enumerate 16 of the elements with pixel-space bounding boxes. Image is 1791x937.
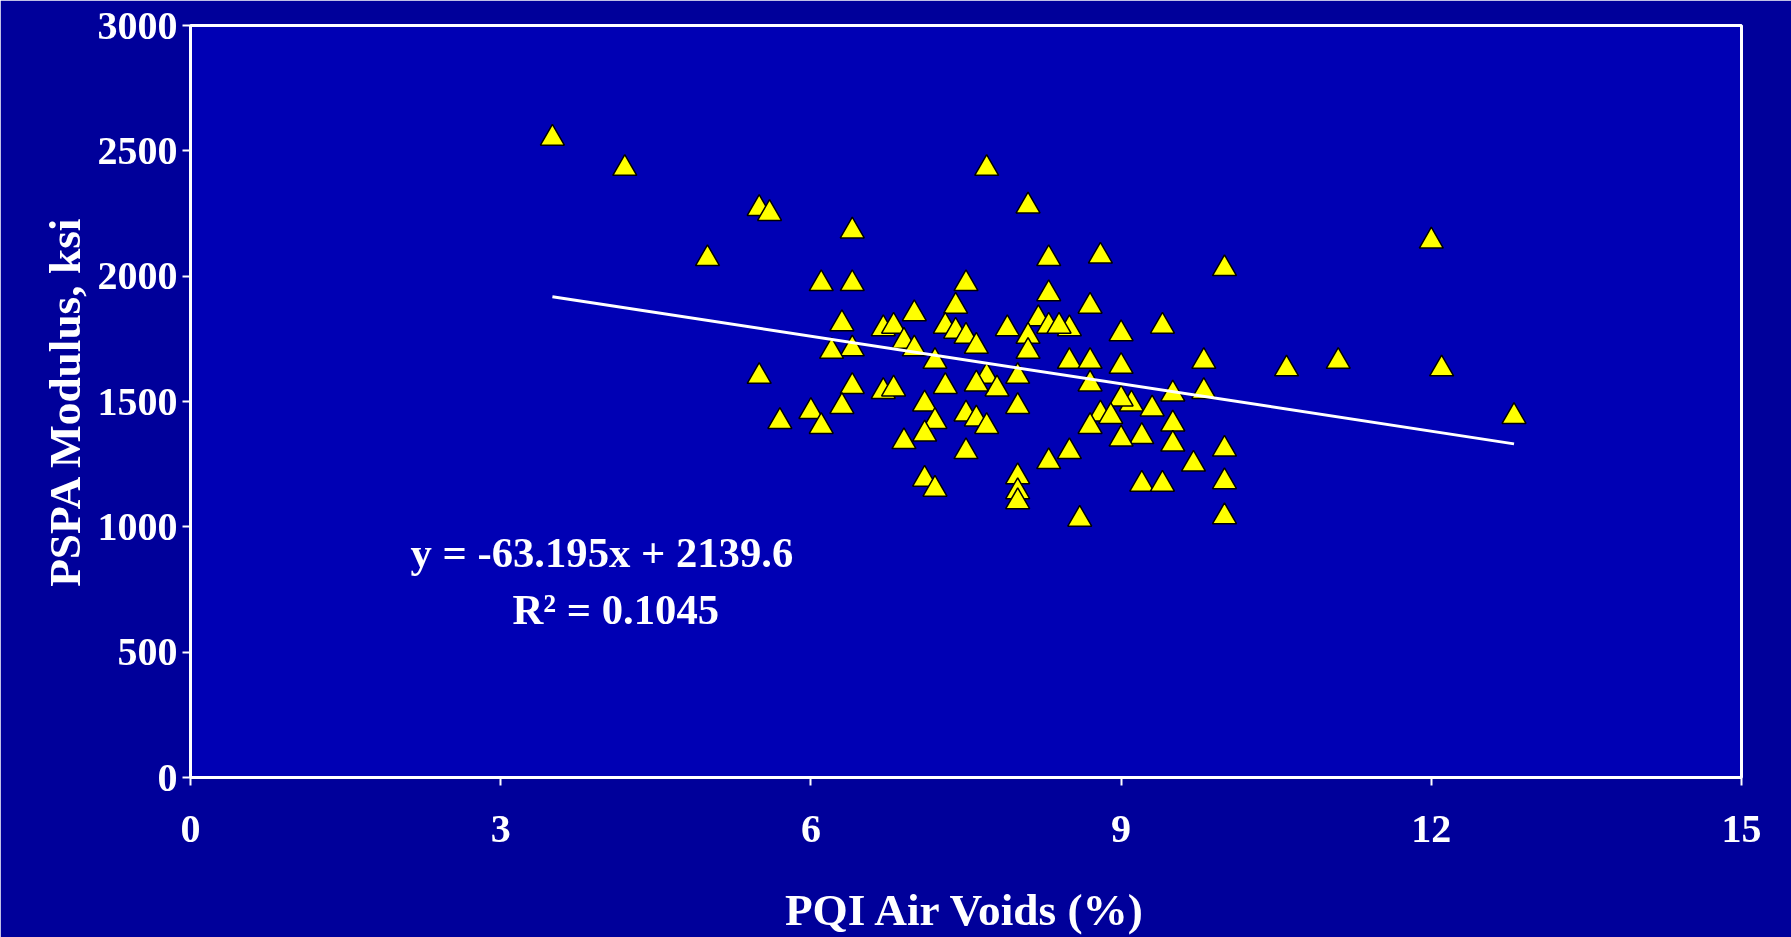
x-tick-label: 15 xyxy=(1721,805,1762,851)
y-tick-label: 500 xyxy=(117,629,178,675)
x-tick-label: 9 xyxy=(1111,805,1132,851)
annotation: R² = 0.1045 xyxy=(512,585,720,633)
y-tick-label: 3000 xyxy=(97,2,178,48)
x-tick-label: 3 xyxy=(490,805,511,851)
x-tick-label: 6 xyxy=(800,805,821,851)
y-axis-title: PSPA Modulus, ksi xyxy=(39,218,90,587)
annotation: y = -63.195x + 2139.6 xyxy=(410,528,794,576)
x-tick-label: 12 xyxy=(1411,805,1452,851)
y-tick-label: 2000 xyxy=(97,253,178,299)
y-tick-label: 2500 xyxy=(97,127,178,173)
y-tick-label: 1000 xyxy=(97,503,178,549)
x-axis-title: PQI Air Voids (%) xyxy=(784,884,1143,935)
y-tick-label: 1500 xyxy=(97,378,178,424)
y-tick-label: 0 xyxy=(157,754,178,800)
